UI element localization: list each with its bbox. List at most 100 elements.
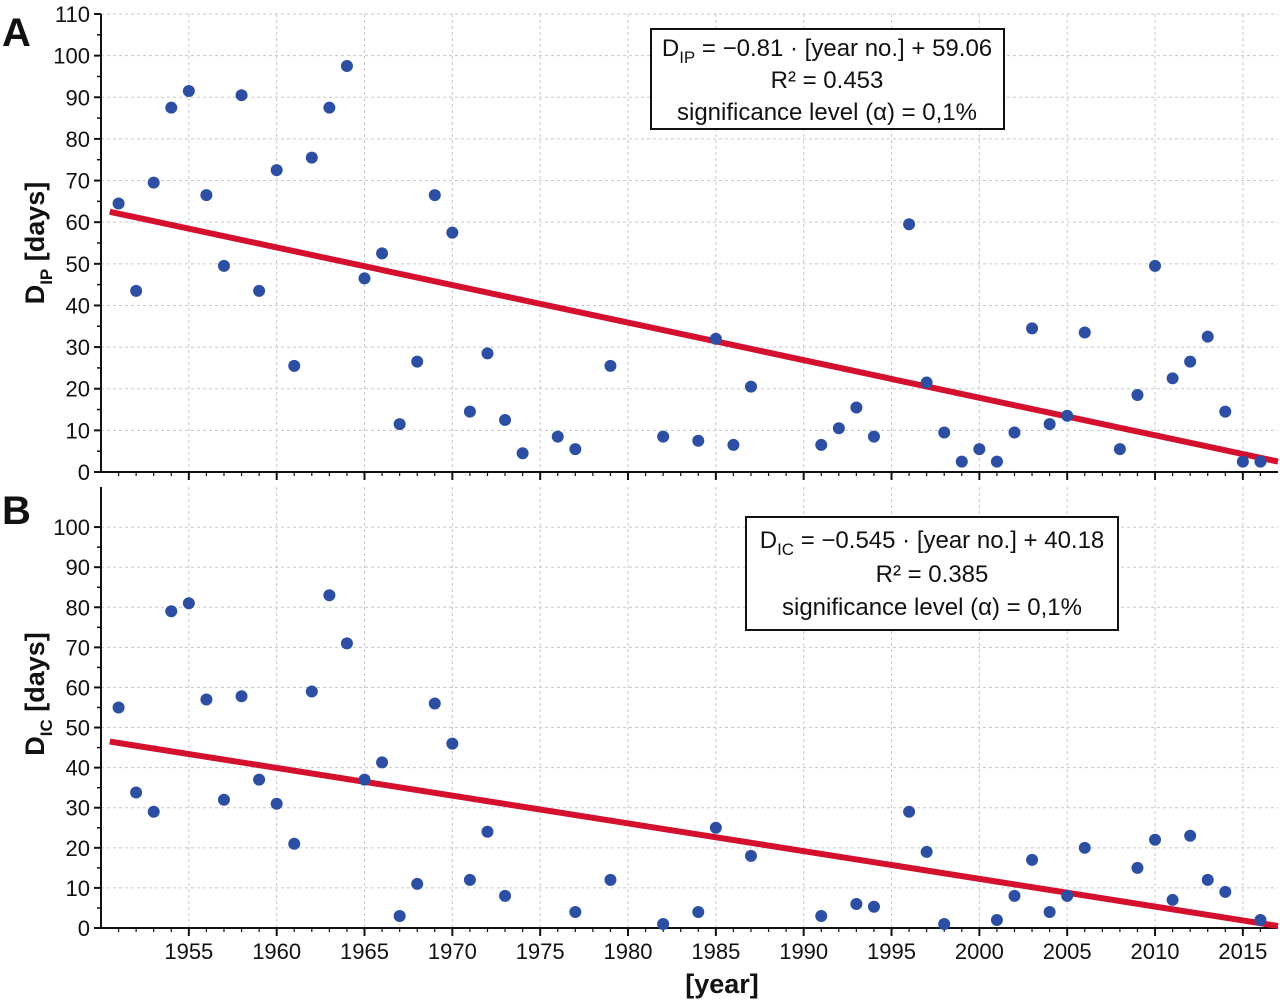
data-point bbox=[1008, 426, 1021, 439]
data-point bbox=[481, 825, 494, 838]
data-point bbox=[604, 873, 617, 886]
data-point bbox=[1061, 889, 1074, 902]
panel-b-trendline bbox=[109, 738, 1279, 929]
data-point bbox=[1131, 388, 1144, 401]
x-tick-label: 2015 bbox=[1218, 939, 1267, 964]
data-point bbox=[1043, 418, 1056, 431]
data-point bbox=[1166, 372, 1179, 385]
data-point bbox=[235, 690, 248, 703]
y-tick-label: 70 bbox=[66, 169, 90, 194]
data-point bbox=[200, 693, 213, 706]
x-tick-label: 1995 bbox=[867, 939, 916, 964]
data-point bbox=[270, 164, 283, 177]
y-tick-label: 30 bbox=[66, 796, 90, 821]
data-point bbox=[1131, 861, 1144, 874]
panel-b-equation: DIC = −0.545 · [year no.] + 40.18 bbox=[760, 527, 1105, 559]
data-point bbox=[1184, 829, 1197, 842]
data-point bbox=[955, 455, 968, 468]
data-point bbox=[1061, 409, 1074, 422]
data-point bbox=[1026, 853, 1039, 866]
data-point bbox=[200, 189, 213, 202]
data-point bbox=[815, 438, 828, 451]
data-point bbox=[1254, 455, 1267, 468]
data-point bbox=[551, 430, 564, 443]
data-point bbox=[217, 793, 230, 806]
data-point bbox=[973, 443, 986, 456]
y-tick-label: 60 bbox=[66, 675, 90, 700]
x-tick-label: 1955 bbox=[164, 939, 213, 964]
panel-a-significance: significance level (α) = 0,1% bbox=[677, 99, 977, 126]
data-point bbox=[990, 913, 1003, 926]
data-point bbox=[1201, 873, 1214, 886]
x-tick-label: 2000 bbox=[955, 939, 1004, 964]
data-point bbox=[692, 434, 705, 447]
data-point bbox=[1254, 913, 1267, 926]
panel-a-y-ticks: 0 10 20 30 40 50 60 70 80 90 100 110 bbox=[53, 2, 101, 485]
data-point bbox=[1149, 833, 1162, 846]
data-point bbox=[358, 272, 371, 285]
panel-b-r-squared: R² = 0.385 bbox=[876, 561, 989, 588]
data-point bbox=[1043, 905, 1056, 918]
panel-a-r-squared: R² = 0.453 bbox=[771, 67, 884, 94]
y-tick-label: 40 bbox=[66, 293, 90, 318]
data-point bbox=[920, 376, 933, 389]
panel-b-points bbox=[112, 589, 1267, 930]
data-point bbox=[358, 773, 371, 786]
data-point bbox=[832, 422, 845, 435]
data-point bbox=[463, 405, 476, 418]
y-tick-label: 80 bbox=[66, 595, 90, 620]
data-point bbox=[1008, 889, 1021, 902]
x-tick-label: 1980 bbox=[604, 939, 653, 964]
data-point bbox=[393, 909, 406, 922]
data-point bbox=[147, 805, 160, 818]
x-tick-label: 1975 bbox=[516, 939, 565, 964]
data-point bbox=[112, 197, 125, 210]
panel-a-y-label: DIP [days] bbox=[20, 182, 56, 305]
data-point bbox=[867, 900, 880, 913]
data-point bbox=[1113, 443, 1126, 456]
data-point bbox=[340, 60, 353, 73]
y-tick-label: 0 bbox=[78, 916, 90, 941]
x-tick-label: 2005 bbox=[1043, 939, 1092, 964]
data-point bbox=[411, 355, 424, 368]
data-point bbox=[253, 284, 266, 297]
data-point bbox=[376, 247, 389, 260]
data-point bbox=[446, 737, 459, 750]
data-point bbox=[1078, 841, 1091, 854]
data-point bbox=[920, 845, 933, 858]
x-tick-label: 1990 bbox=[779, 939, 828, 964]
y-tick-label: 50 bbox=[66, 716, 90, 741]
data-point bbox=[938, 426, 951, 439]
y-tick-label: 10 bbox=[66, 876, 90, 901]
data-point bbox=[657, 917, 670, 930]
y-tick-label: 10 bbox=[66, 418, 90, 443]
panel-b-letter: B bbox=[2, 489, 31, 533]
data-point bbox=[903, 218, 916, 231]
data-point bbox=[1201, 330, 1214, 343]
data-point bbox=[604, 359, 617, 372]
x-axis-label: [year] bbox=[685, 969, 759, 999]
y-tick-label: 20 bbox=[66, 836, 90, 861]
y-tick-label: 100 bbox=[53, 44, 90, 69]
data-point bbox=[112, 701, 125, 714]
data-point bbox=[569, 905, 582, 918]
panel-a-regression-box: DIP = −0.81 · [year no.] + 59.06 R² = 0.… bbox=[650, 28, 1005, 130]
data-point bbox=[165, 101, 178, 114]
data-point bbox=[305, 685, 318, 698]
panel-a-equation: DIP = −0.81 · [year no.] + 59.06 bbox=[662, 35, 992, 67]
y-tick-label: 40 bbox=[66, 756, 90, 781]
data-point bbox=[499, 889, 512, 902]
y-tick-label: 60 bbox=[66, 210, 90, 235]
panel-a: A 0 10 20 30 40 50 60 70 80 90 100 110 DIP [days] D… bbox=[2, 2, 1279, 485]
data-point bbox=[569, 443, 582, 456]
y-tick-label: 80 bbox=[66, 127, 90, 152]
data-point bbox=[1219, 885, 1232, 898]
data-point bbox=[744, 849, 757, 862]
data-point bbox=[305, 151, 318, 164]
y-tick-label: 20 bbox=[66, 377, 90, 402]
data-point bbox=[499, 413, 512, 426]
data-point bbox=[516, 447, 529, 460]
data-point bbox=[147, 176, 160, 189]
y-tick-label: 110 bbox=[55, 2, 90, 27]
data-point bbox=[130, 786, 143, 799]
